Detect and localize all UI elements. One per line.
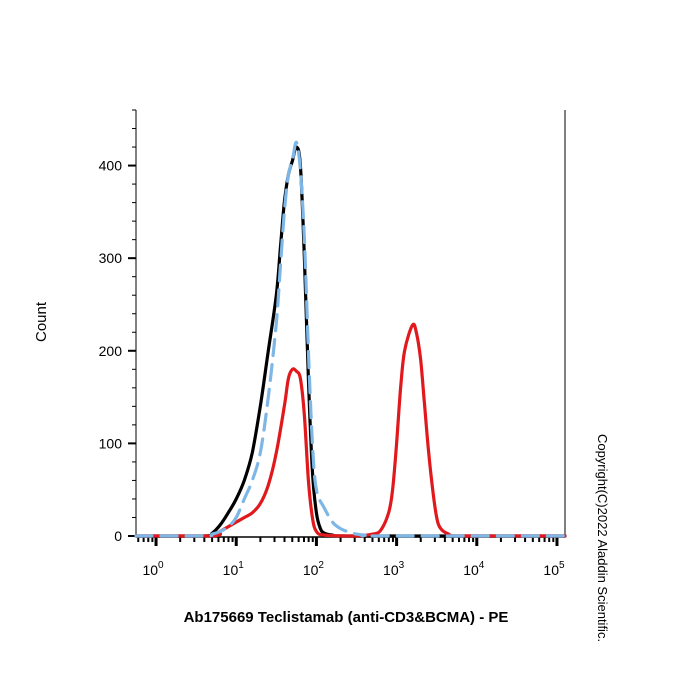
- histogram-series: [134, 140, 567, 538]
- axes: 0 100 200 300 400 100 101 102 103 104 105: [99, 109, 566, 578]
- y-tick-label: 300: [99, 250, 123, 266]
- red-histogram-line: [134, 322, 567, 538]
- y-tick-label: 400: [99, 158, 123, 174]
- x-tick-label: 104: [463, 560, 485, 578]
- y-axis-title: Count: [33, 301, 50, 342]
- black-histogram-line: [134, 145, 567, 538]
- y-tick-label: 100: [99, 435, 123, 451]
- x-tick-label: 103: [383, 560, 405, 578]
- x-tick-label: 100: [142, 560, 164, 578]
- copyright-text: Copyright(C)2022 Aladdin Scientific.: [595, 434, 610, 642]
- x-axis-title: Ab175669 Teclistamab (anti-CD3&BCMA) - P…: [184, 609, 509, 626]
- x-tick-label: 105: [543, 560, 565, 578]
- y-tick-label: 0: [114, 528, 122, 544]
- x-tick-label: 101: [223, 560, 245, 578]
- y-tick-label: 200: [99, 343, 123, 359]
- x-tick-label: 102: [303, 560, 325, 578]
- blue-dashed-histogram-line: [134, 140, 567, 538]
